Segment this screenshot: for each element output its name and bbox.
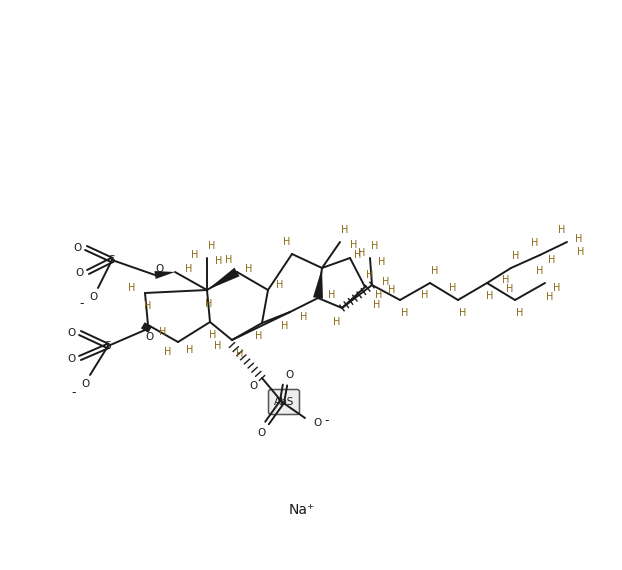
Text: H: H [128, 283, 136, 293]
Text: O: O [286, 370, 294, 380]
Text: H: H [208, 241, 216, 251]
Text: H: H [513, 251, 520, 261]
Text: H: H [187, 345, 193, 355]
Text: H: H [388, 285, 396, 295]
Text: H: H [536, 266, 544, 276]
Text: H: H [205, 299, 213, 309]
Text: H: H [503, 275, 509, 285]
Text: H: H [358, 248, 366, 258]
Text: S: S [109, 255, 115, 265]
Text: O: O [82, 379, 90, 389]
Text: H: H [378, 257, 386, 267]
Text: H: H [215, 256, 223, 266]
Text: H: H [577, 247, 585, 257]
Text: O: O [155, 264, 163, 274]
Text: H: H [554, 283, 560, 293]
Text: H: H [225, 255, 233, 265]
Text: S: S [104, 341, 111, 351]
Text: O: O [313, 418, 321, 428]
Text: H: H [375, 290, 383, 300]
Text: H: H [215, 341, 221, 351]
Text: H: H [328, 290, 336, 300]
Polygon shape [154, 271, 175, 279]
Text: H: H [549, 255, 555, 265]
Text: H: H [210, 330, 216, 340]
Text: H: H [185, 264, 193, 274]
Text: O: O [258, 428, 266, 438]
Text: AbS: AbS [274, 397, 294, 407]
Text: H: H [401, 308, 409, 318]
Text: -: - [325, 414, 329, 428]
Polygon shape [207, 268, 239, 290]
Text: H: H [486, 291, 494, 301]
Text: H: H [144, 301, 152, 311]
FancyBboxPatch shape [269, 389, 300, 414]
Text: H: H [366, 270, 374, 280]
Text: O: O [68, 354, 76, 364]
Text: H: H [421, 290, 429, 300]
Text: H: H [373, 300, 381, 310]
Text: O: O [74, 243, 82, 253]
Text: O: O [76, 268, 84, 278]
Text: H: H [333, 317, 341, 327]
Text: H: H [159, 327, 167, 337]
Text: H: H [245, 264, 253, 274]
Text: H: H [350, 240, 358, 250]
Text: H: H [300, 312, 308, 322]
Text: H: H [164, 347, 172, 357]
Text: H: H [506, 284, 514, 294]
Text: H: H [355, 250, 361, 260]
Text: H: H [449, 283, 457, 293]
Text: H: H [383, 277, 390, 287]
Text: H: H [192, 250, 198, 260]
Text: H: H [341, 225, 349, 235]
Text: -: - [80, 298, 84, 311]
Text: H: H [431, 266, 439, 276]
Text: O: O [90, 292, 98, 302]
Polygon shape [313, 268, 323, 299]
Text: H: H [459, 308, 466, 318]
Text: O: O [146, 332, 154, 342]
Text: H: H [531, 238, 539, 248]
Text: H: H [281, 321, 289, 331]
Text: O: O [68, 328, 76, 338]
Text: H: H [575, 234, 583, 244]
Text: H: H [546, 292, 554, 302]
Text: H: H [236, 349, 244, 359]
Text: O: O [250, 381, 258, 391]
Text: H: H [255, 331, 262, 341]
Text: H: H [283, 237, 290, 247]
Text: H: H [276, 280, 284, 290]
Text: H: H [371, 241, 379, 251]
Text: H: H [516, 308, 524, 318]
Text: H: H [559, 225, 565, 235]
Text: Na⁺: Na⁺ [289, 503, 315, 517]
Text: -: - [72, 386, 77, 400]
